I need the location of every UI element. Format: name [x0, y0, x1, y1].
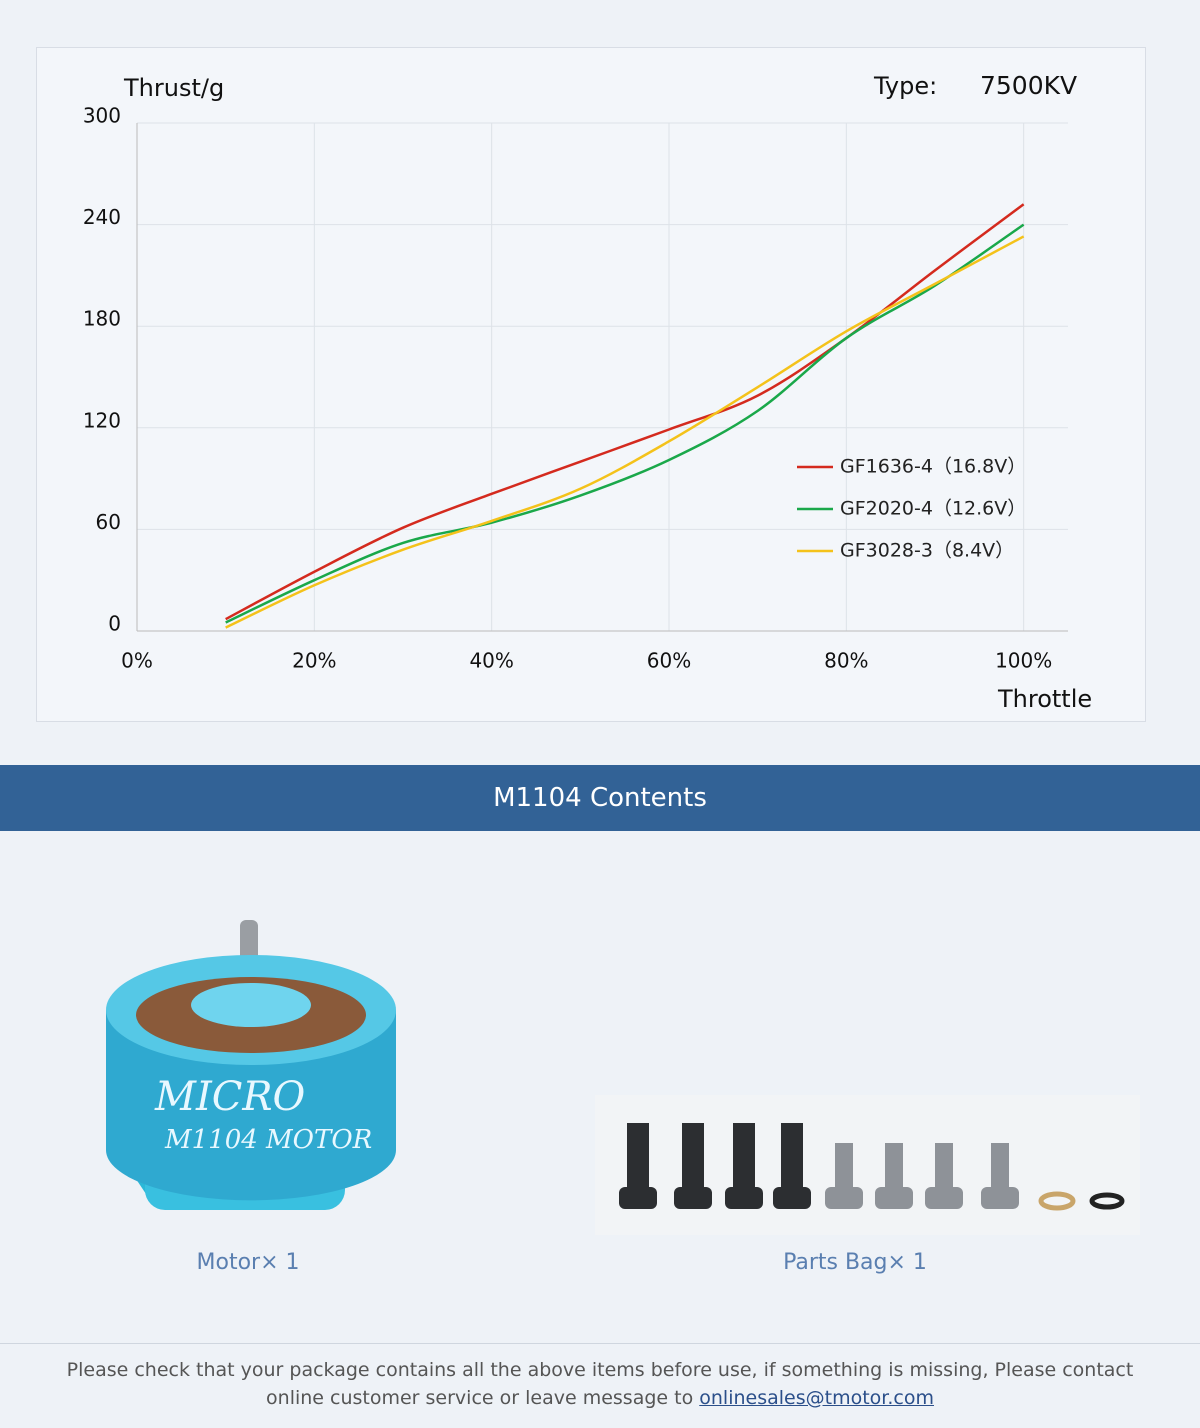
y-tick-label: 300	[83, 104, 121, 128]
data-line	[225, 203, 1025, 621]
item-caption: Parts Bag× 1	[783, 1250, 927, 1275]
type-label: Type:	[873, 72, 937, 100]
footer-text: Please check that your package contains …	[66, 1359, 1134, 1409]
x-tick-label: 60%	[647, 649, 691, 673]
y-tick-label: 120	[83, 408, 121, 432]
x-tick-label: 100%	[995, 649, 1052, 673]
type-value: 7500KV	[980, 71, 1077, 100]
chart-frame	[36, 47, 1146, 722]
y-tick-label: 180	[83, 307, 121, 331]
footer: Please check that your package contains …	[0, 1343, 1200, 1412]
y-tick-label: 60	[96, 510, 121, 534]
y-tick-label: 240	[83, 205, 121, 229]
data-line	[225, 235, 1025, 629]
x-tick-label: 0%	[121, 649, 153, 673]
legend-label: GF3028-3（8.4V）	[840, 540, 1014, 562]
footer-note: Please check that your package contains …	[40, 1356, 1160, 1412]
svg-text:M1104 MOTOR: M1104 MOTOR	[164, 1125, 372, 1155]
chart: Thrust/g Type: 7500KV Throttle 0 60 120 180…	[36, 47, 1146, 722]
x-tick-label: 40%	[469, 649, 513, 673]
y-axis-label: Thrust/g	[123, 74, 224, 102]
data-line	[225, 223, 1025, 624]
motor-image: MICRO M1104 MOTOR	[106, 920, 396, 1210]
x-tick-label: 20%	[292, 649, 336, 673]
item-caption: Motor× 1	[196, 1250, 300, 1275]
legend-label: GF2020-4（12.6V）	[840, 498, 1026, 520]
email-link[interactable]: onlinesales@tmotor.com	[699, 1387, 934, 1409]
svg-text:MICRO: MICRO	[154, 1074, 305, 1120]
legend-label: GF1636-4（16.8V）	[840, 456, 1026, 478]
contents-title: M1104 Contents	[0, 765, 1200, 831]
x-tick-label: 80%	[824, 649, 868, 673]
x-axis-label: Throttle	[997, 685, 1092, 713]
parts-image	[595, 1095, 1140, 1235]
y-tick-label: 0	[108, 612, 121, 636]
